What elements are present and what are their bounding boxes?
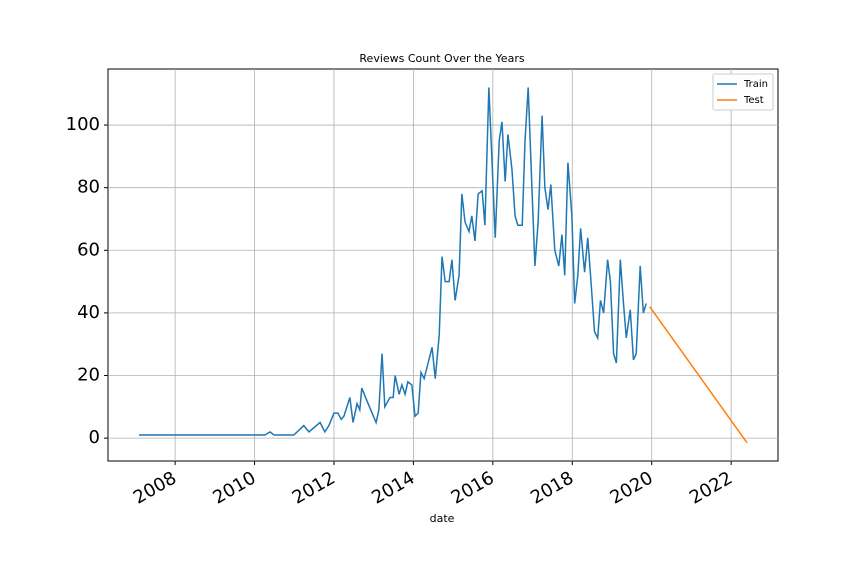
data-line <box>138 87 647 436</box>
chart-title: Reviews Count Over the Years <box>359 52 524 65</box>
x-tick-label: 2010 <box>209 467 259 508</box>
x-tick-label: 2016 <box>448 467 498 508</box>
y-tick-label: 20 <box>77 365 100 386</box>
y-tick-label: 40 <box>77 302 100 323</box>
y-tick-label: 60 <box>77 239 100 260</box>
legend-label: Test <box>743 95 764 106</box>
legend-box <box>712 73 774 111</box>
data-line <box>649 306 748 444</box>
x-tick-label: 2012 <box>289 467 339 508</box>
legend: Train Test <box>712 73 774 111</box>
x-tick-label: 2014 <box>368 467 418 508</box>
x-tick-label: 2008 <box>130 467 180 508</box>
y-tick-label: 80 <box>77 177 100 198</box>
plot-frame <box>107 68 779 462</box>
x-tick-label: 2018 <box>527 467 577 508</box>
legend-label: Train <box>743 79 768 90</box>
x-tick-label: 2020 <box>607 467 657 508</box>
y-tick-label: 100 <box>66 114 100 135</box>
y-tick-label: 0 <box>89 427 100 448</box>
x-axis-label: date <box>430 512 455 525</box>
x-tick-label: 2022 <box>686 467 736 508</box>
